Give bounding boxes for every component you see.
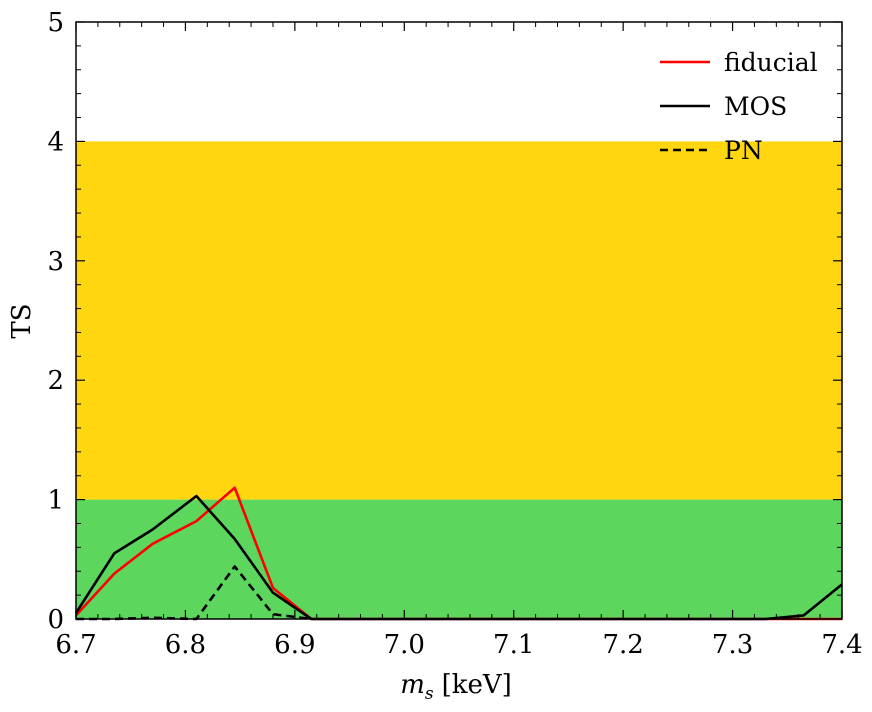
x-tick-label: 7.0: [384, 630, 425, 660]
x-tick-label: 6.7: [55, 630, 96, 660]
x-axis-symbol: m: [400, 670, 425, 700]
legend-label-fiducial: fiducial: [724, 48, 818, 77]
tick-labels: 6.7 6.8 6.9 7.0 7.1 7.2 7.3 7.4 0 1 2 3 4 5: [47, 8, 862, 660]
confidence-bands: [76, 141, 842, 619]
band-0: [76, 499, 842, 619]
legend-label-pn: PN: [724, 136, 763, 165]
series-line-mos: [74, 494, 843, 621]
y-axis-title: TS: [7, 303, 37, 338]
y-tick-label: 4: [47, 127, 64, 157]
x-axis-subscript: s: [425, 684, 434, 704]
legend-label-mos: MOS: [724, 92, 787, 121]
y-tick-label: 1: [47, 486, 64, 516]
legend: fiducial MOS PN: [660, 48, 818, 165]
x-axis-unit: [keV]: [442, 670, 512, 700]
y-tick-label: 5: [47, 8, 64, 38]
plot-frame: [75, 21, 843, 620]
x-tick-label: 7.4: [821, 630, 862, 660]
x-tick-label: 6.9: [274, 630, 315, 660]
y-tick-label: 3: [47, 247, 64, 277]
x-tick-label: 7.3: [712, 630, 753, 660]
y-tick-label: 0: [47, 605, 64, 635]
x-axis-title: ms [keV]: [400, 670, 512, 704]
y-tick-label: 2: [47, 366, 64, 396]
x-tick-label: 7.2: [602, 630, 643, 660]
band-1: [76, 141, 842, 500]
x-tick-label: 6.8: [165, 630, 206, 660]
x-tick-label: 7.1: [493, 630, 534, 660]
